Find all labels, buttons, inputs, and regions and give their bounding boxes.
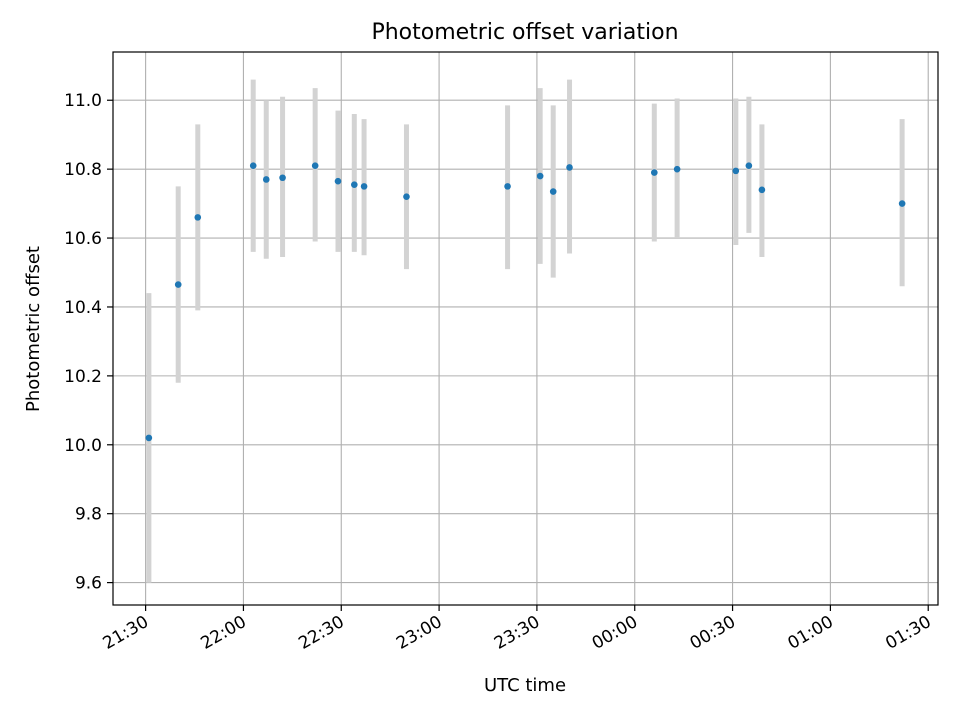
- y-axis-label: Photometric offset: [23, 246, 44, 412]
- y-axis: 9.6 9.8 10.0 10.2 10.4 10.6 10.8 11.0: [64, 91, 113, 594]
- data-point: [174, 281, 182, 288]
- x-tick-label: 00:00: [589, 612, 641, 654]
- x-tick-label: 23:30: [491, 612, 543, 654]
- x-axis: 21:30 22:00 22:30 23:00 23:30 00:00 00:30 01:00…: [100, 605, 935, 654]
- x-tick-label: 01:00: [784, 612, 836, 654]
- errorbar-layer: [146, 79, 905, 583]
- data-point: [145, 434, 153, 442]
- x-tick-label: 01:30: [882, 612, 934, 654]
- chart-title: Photometric offset variation: [371, 20, 678, 45]
- x-tick-label: 23:00: [393, 612, 445, 654]
- data-point: [194, 214, 202, 221]
- data-point: [334, 177, 342, 185]
- data-point: [566, 164, 573, 171]
- data-point: [651, 169, 658, 176]
- x-tick-label: 21:30: [100, 612, 152, 654]
- data-point: [360, 183, 368, 190]
- x-tick-label: 22:30: [295, 612, 347, 654]
- y-tick-label: 11.0: [64, 91, 102, 111]
- data-point: [403, 193, 410, 201]
- data-point: [673, 165, 681, 173]
- data-point: [504, 183, 511, 190]
- x-tick-label: 22:00: [197, 612, 249, 654]
- y-tick-label: 10.8: [64, 160, 102, 180]
- data-point: [536, 172, 544, 180]
- grid-layer: [113, 52, 938, 605]
- data-point: [758, 186, 766, 194]
- data-point: [279, 174, 286, 182]
- data-point: [249, 162, 257, 170]
- data-point: [549, 188, 557, 195]
- data-point: [898, 200, 906, 207]
- y-tick-label: 9.6: [75, 574, 102, 594]
- plot-frame: [112, 51, 939, 606]
- data-point: [262, 176, 270, 183]
- data-point: [311, 162, 319, 170]
- y-tick-label: 10.4: [64, 298, 102, 318]
- data-point: [732, 167, 740, 175]
- x-axis-label: UTC time: [484, 675, 566, 696]
- y-tick-label: 10.6: [64, 229, 102, 249]
- y-tick-label: 9.8: [75, 505, 102, 525]
- y-tick-label: 10.2: [64, 367, 102, 387]
- y-tick-label: 10.0: [64, 436, 102, 456]
- data-point: [745, 162, 753, 170]
- point-layer: [145, 162, 906, 442]
- x-tick-label: 00:30: [687, 612, 739, 654]
- data-point: [351, 181, 358, 188]
